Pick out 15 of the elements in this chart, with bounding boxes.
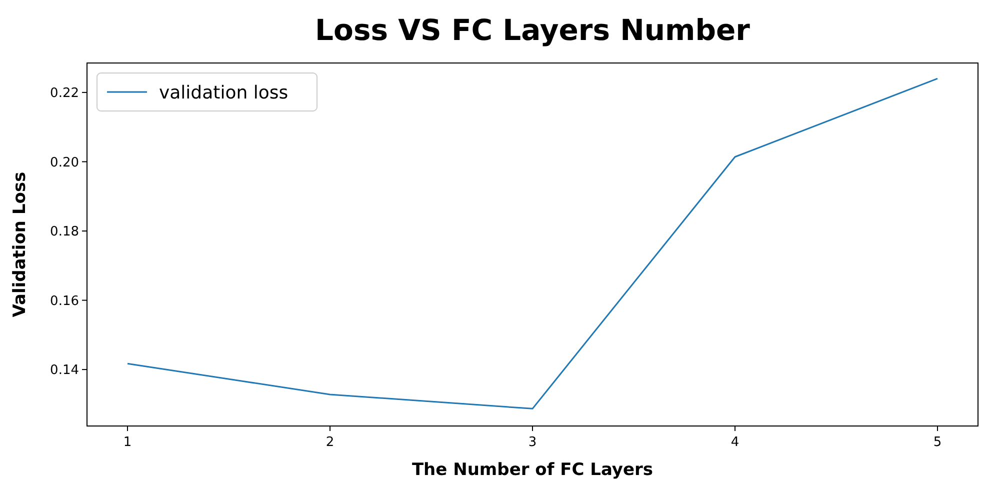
x-axis-title: The Number of FC Layers — [412, 460, 654, 479]
x-tick-label: 4 — [730, 435, 740, 450]
y-tick-label: 0.16 — [50, 294, 79, 309]
x-tick-label: 3 — [528, 435, 537, 450]
legend-label: validation loss — [159, 82, 288, 104]
y-tick-label: 0.18 — [50, 224, 79, 240]
x-tick-label: 5 — [933, 435, 942, 450]
y-tick-label: 0.20 — [50, 155, 79, 170]
x-tick-label: 2 — [326, 435, 334, 450]
y-axis-title: Validation Loss — [10, 172, 30, 318]
line-series — [126, 78, 938, 410]
x-tick-label: 1 — [123, 435, 132, 450]
y-tick-label: 0.14 — [50, 363, 79, 378]
chart-title: Loss VS FC Layers Number — [315, 13, 751, 47]
y-tick-label: 0.22 — [50, 86, 79, 101]
